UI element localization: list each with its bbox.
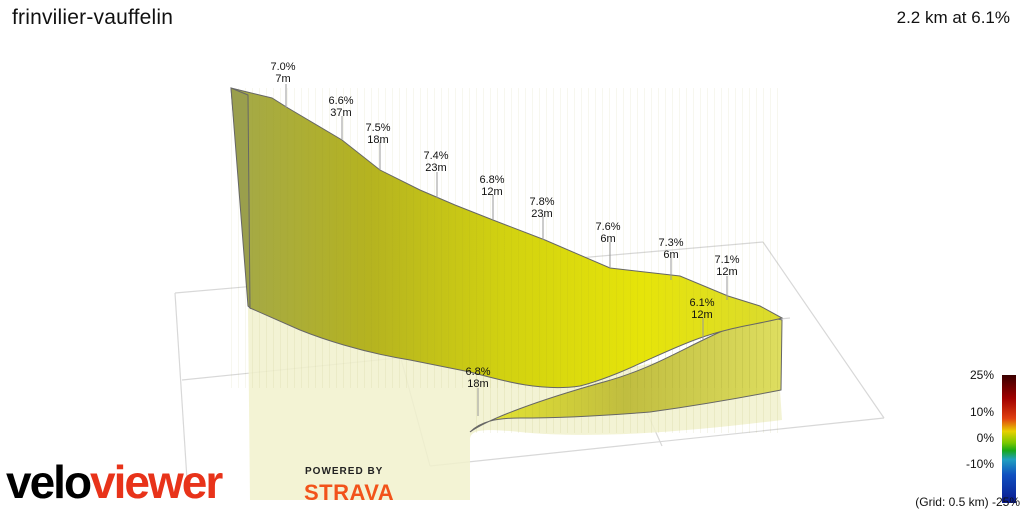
logo-velo: velo: [6, 456, 92, 508]
route-summary: 2.2 km at 6.1%: [896, 8, 1010, 27]
segment-elevation-label: 12m: [691, 309, 712, 321]
segment-elevation-label: 23m: [425, 162, 446, 174]
segment-elevation-label: 18m: [367, 134, 388, 146]
segment-gradient-label: 6.1%: [689, 297, 714, 309]
logo-viewer: viewer: [90, 456, 223, 508]
segment-elevation-label: 12m: [716, 266, 737, 278]
grid-note: (Grid: 0.5 km) -25%: [915, 495, 1020, 509]
segment-gradient-label: 7.1%: [714, 254, 739, 266]
scale-tick: 25%: [969, 368, 994, 382]
segment-gradient-label: 7.3%: [658, 237, 683, 249]
segment-elevation-label: 6m: [663, 249, 678, 261]
segment-elevation-label: 12m: [481, 186, 502, 198]
scale-tick: 0%: [976, 431, 994, 445]
grid-line: [762, 241, 885, 419]
profile-main-stripes: [231, 88, 783, 388]
segment-gradient-label: 7.4%: [423, 150, 448, 162]
grid-note-text: (Grid: 0.5 km): [915, 495, 989, 509]
segment-elevation-label: 18m: [467, 378, 488, 390]
gradient-colorbar: [1002, 375, 1016, 503]
segment-elevation-label: 37m: [330, 107, 351, 119]
segment-gradient-label: 7.6%: [595, 221, 620, 233]
segment-gradient-label: 7.8%: [529, 196, 554, 208]
segment-labels: 7.0%7m6.6%37m7.5%18m7.4%23m6.8%12m7.8%23…: [270, 61, 739, 390]
segment-gradient-label: 6.8%: [479, 174, 504, 186]
segment-elevation-label: 7m: [275, 73, 290, 85]
segment-elevation-label: 23m: [531, 208, 552, 220]
segment-gradient-label: 7.0%: [270, 61, 295, 73]
powered-by-label: POWERED BY: [305, 466, 384, 477]
veloviewer-logo: veloviewer: [6, 455, 223, 509]
segment-leaders: [285, 84, 728, 416]
strava-logo: STRAVA: [304, 480, 395, 505]
grid-line: [429, 417, 885, 467]
profile-left-face: [230, 87, 251, 310]
segment-gradient-label: 6.6%: [328, 95, 353, 107]
segment-gradient-label: 6.8%: [465, 366, 490, 378]
scale-tick: -10%: [965, 457, 994, 471]
route-title: frinvilier-vauffelin: [12, 6, 174, 29]
segment-elevation-label: 6m: [600, 233, 615, 245]
scale-tick-min: -25%: [991, 495, 1020, 509]
grid-line: [174, 292, 189, 496]
scale-tick: 10%: [969, 405, 994, 419]
segment-gradient-label: 7.5%: [365, 122, 390, 134]
